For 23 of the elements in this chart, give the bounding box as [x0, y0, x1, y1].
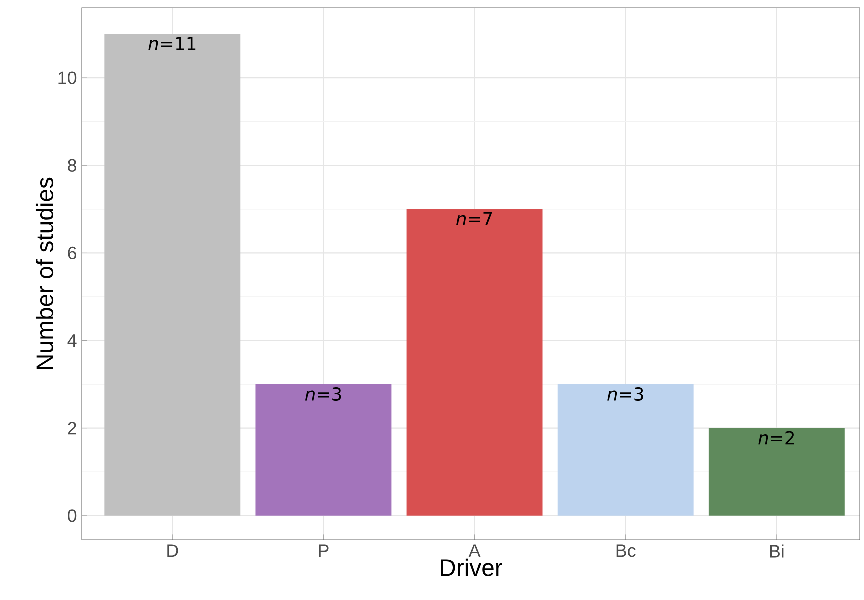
bar — [256, 384, 392, 516]
x-axis-title: Driver — [441, 558, 502, 576]
y-tick-label: 4 — [68, 334, 77, 347]
x-tick-label: P — [319, 544, 329, 558]
data-label: n=7 — [456, 212, 492, 226]
y-tick-label: 10 — [58, 72, 77, 84]
x-tick-label: Bc — [616, 544, 636, 558]
x-tick-label: A — [468, 544, 481, 558]
data-label: n=11 — [148, 37, 196, 50]
bar — [104, 34, 241, 516]
y-tick-label: 0 — [68, 510, 77, 522]
y-tick-label: 6 — [68, 246, 77, 260]
y-tick-label: 8 — [68, 159, 77, 172]
data-label: n=3 — [608, 387, 644, 402]
x-tick-label: D — [168, 544, 178, 558]
y-axis-title: Number of studies — [36, 178, 54, 370]
bar — [708, 428, 845, 516]
data-label: n=3 — [305, 387, 342, 402]
x-tick-label: Bi — [770, 544, 784, 558]
bar — [406, 209, 543, 516]
data-label: n=2 — [758, 431, 794, 445]
bar — [558, 384, 694, 516]
y-tick-label: 2 — [68, 422, 76, 435]
